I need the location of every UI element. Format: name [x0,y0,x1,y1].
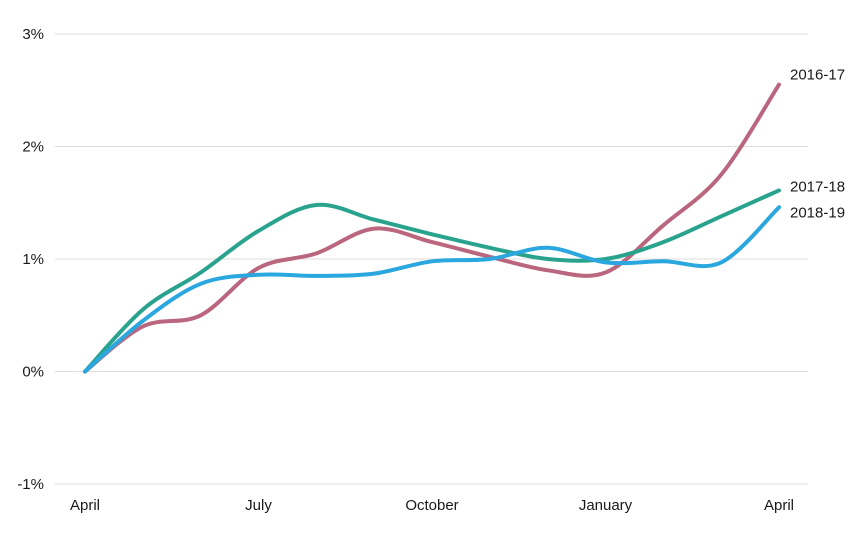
x-tick-label: July [245,497,272,514]
series-lines [83,82,781,374]
x-tick-label: January [579,497,633,514]
series-label-2018-19: 2018-19 [790,204,845,221]
y-tick-label: 1% [22,251,44,268]
y-tick-label: 3% [22,26,44,43]
x-axis-ticks: April July October January April [70,497,794,514]
y-tick-label: 2% [22,139,44,156]
series-line-2016-17 [83,82,781,374]
y-tick-label: -1% [17,476,44,493]
x-tick-label: April [764,497,794,514]
y-axis-ticks: 3% 2% 1% 0% -1% [17,26,44,493]
y-tick-label: 0% [22,364,44,381]
grid [55,33,808,485]
series-end-labels: 2016-17 2017-18 2018-19 [790,67,845,222]
x-tick-label: October [405,497,458,514]
series-line-2018-19 [83,205,781,374]
series-label-2017-18: 2017-18 [790,178,845,195]
series-line-2017-18 [83,188,781,374]
x-tick-label: April [70,497,100,514]
series-label-2016-17: 2016-17 [790,67,845,84]
